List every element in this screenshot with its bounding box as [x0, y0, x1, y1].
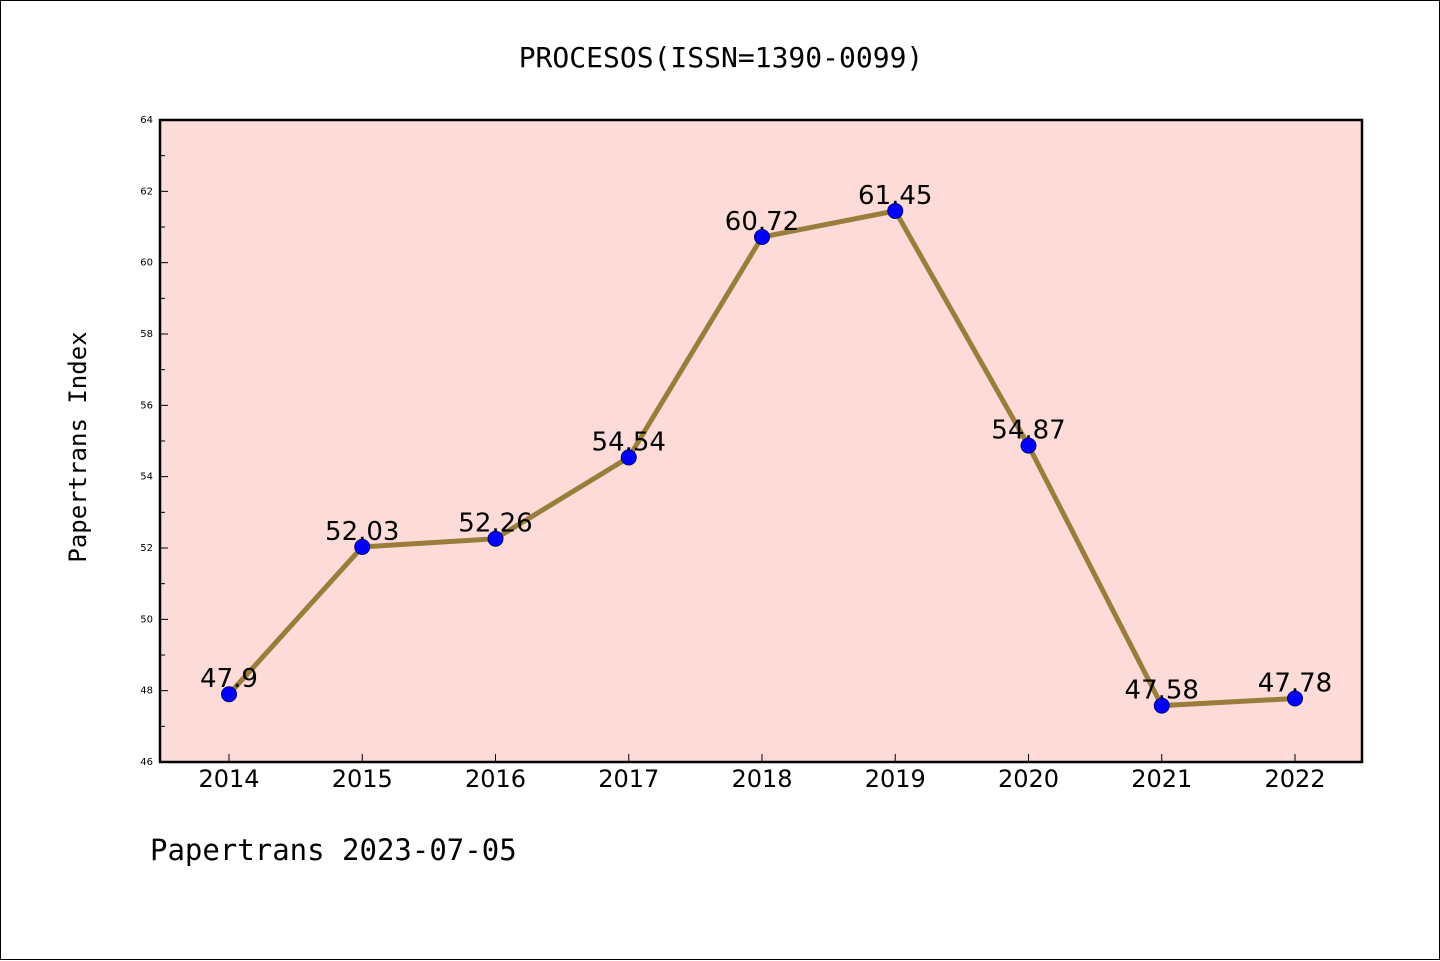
y-tick-label: 52	[140, 543, 153, 554]
y-tick-label: 54	[140, 472, 153, 483]
data-label: 54.87	[991, 416, 1065, 446]
data-series	[221, 202, 1303, 714]
y-tick-label: 46	[140, 757, 153, 768]
y-tick-label: 48	[140, 686, 153, 697]
data-point	[1153, 697, 1170, 714]
data-label: 54.54	[592, 427, 666, 457]
y-tick-label: 64	[140, 115, 153, 126]
y-tick-label: 56	[140, 400, 153, 411]
data-point	[487, 530, 504, 547]
plot-frame	[158, 118, 1364, 764]
data-point	[354, 538, 371, 555]
x-axis: 2014 2015 2016 2017 2018 2019 2020 2021 2022	[198, 754, 1326, 793]
x-tick-label: 2017	[598, 765, 659, 793]
x-tick-label: 2014	[198, 765, 259, 793]
y-tick-label: 60	[140, 258, 153, 269]
data-label: 60.72	[725, 207, 799, 237]
chart-title: PROCESOS(ISSN=1390-0099)	[519, 41, 924, 74]
x-tick-label: 2019	[865, 765, 926, 793]
y-tick-label: 58	[140, 329, 153, 340]
y-axis-label: Papertrans Index	[64, 331, 92, 562]
footer-credit: Papertrans 2023-07-05	[150, 833, 517, 867]
plot-area	[160, 120, 1362, 762]
data-label: 47.78	[1258, 669, 1332, 699]
x-tick-label: 2015	[332, 765, 393, 793]
x-tick-label: 2016	[465, 765, 526, 793]
data-point	[1287, 690, 1303, 707]
y-tick-label: 62	[140, 186, 153, 197]
data-point	[754, 228, 770, 245]
x-tick-label: 2020	[998, 765, 1059, 793]
y-tick-label: 50	[140, 614, 153, 625]
data-label: 47.9	[200, 664, 258, 694]
data-label: 52.26	[458, 509, 532, 539]
x-tick-label: 2018	[731, 765, 792, 793]
data-point	[221, 686, 237, 703]
data-point	[887, 202, 904, 219]
data-point	[1020, 437, 1037, 454]
data-label: 52.03	[325, 517, 399, 547]
data-point	[620, 449, 637, 466]
x-tick-label: 2021	[1131, 765, 1192, 793]
data-labels: 47.9 52.03 52.26 54.54 60.72 61.45 54.87 47.58 4…	[200, 181, 1332, 706]
y-axis: 46 48 50 52 54 56 58 60 62 64	[140, 115, 168, 768]
x-tick-label: 2022	[1264, 765, 1325, 793]
data-label: 47.58	[1125, 676, 1199, 706]
data-label: 61.45	[858, 181, 932, 211]
